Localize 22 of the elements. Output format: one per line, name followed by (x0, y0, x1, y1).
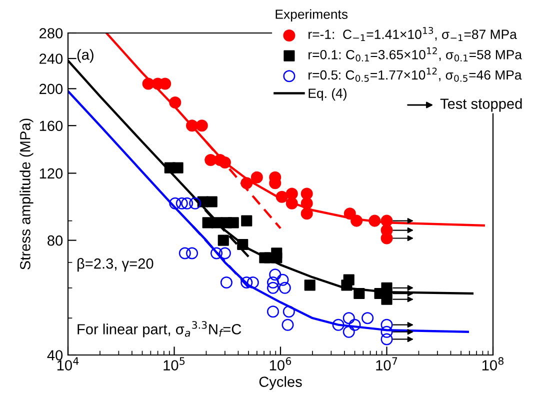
x-tick-label: 10$^{5}$ (164, 357, 185, 370)
y-tick-label: 160 (40, 120, 63, 132)
legend-title: Experiments (276, 9, 348, 22)
legend-label: r=-1: C$_{−1}$=1.41×10$^{13}$, σ$_{−1}$=87 MPa (308, 26, 517, 42)
x-tick-label: 10$^{7}$ (376, 357, 398, 370)
x-axis-title: Cycles (259, 376, 302, 390)
y-tick-label: 40 (47, 350, 63, 360)
legend-label: r=0.5: C$_{0.5}$=1.77×10$^{12}$, σ$_{0.5}$=46 MPa (308, 68, 522, 82)
y-tick-label: 200 (40, 84, 63, 94)
y-tick-label: 280 (40, 28, 63, 38)
annotation: (a) (77, 49, 94, 63)
annotation: Test stopped (440, 98, 522, 112)
annotation: β=2.3, γ=20 (78, 258, 154, 272)
y-axis-title: Stress amplitude (MPa) (20, 118, 34, 270)
x-tick-label: 10$^{6}$ (270, 357, 292, 370)
annotation: For linear part, σ$_{a}$$^{3.3}$N$_{f}$=C (78, 321, 242, 338)
y-tick-label: 120 (40, 168, 63, 179)
y-tick-label: 240 (40, 54, 63, 64)
x-tick-label: 10$^{8}$ (482, 357, 504, 370)
y-tick-label: 80 (48, 235, 63, 246)
legend-label: Eq. (4) (308, 88, 346, 101)
legend-label: r=0.1: C$_{0.1}$=3.65×10$^{12}$, σ$_{0.1}$=58 MPa (308, 47, 522, 62)
